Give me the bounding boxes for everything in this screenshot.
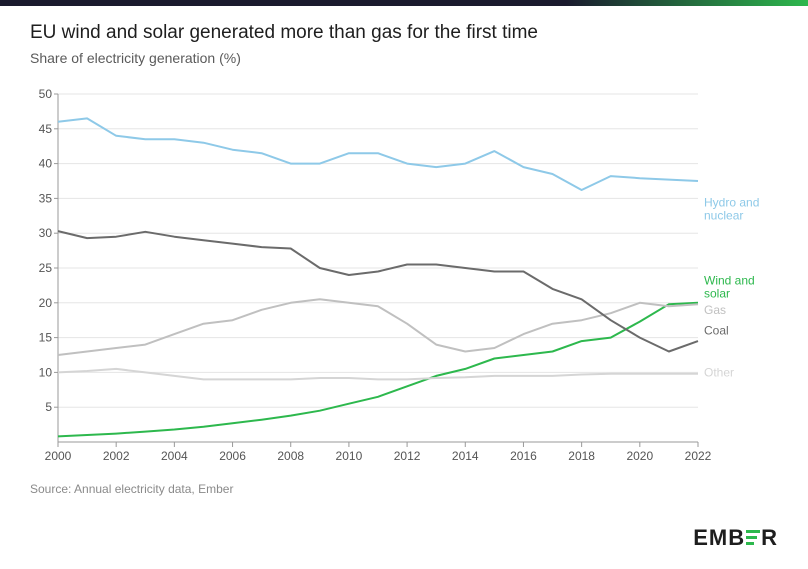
x-tick-label: 2012: [394, 449, 421, 463]
x-tick-label: 2008: [277, 449, 304, 463]
x-tick-label: 2000: [45, 449, 72, 463]
chart-subtitle: Share of electricity generation (%): [30, 50, 778, 66]
y-tick-label: 50: [39, 87, 53, 101]
series-other: [58, 369, 698, 380]
x-tick-label: 2010: [336, 449, 363, 463]
series-label-wind-and-solar: solar: [704, 286, 730, 300]
series-gas: [58, 299, 698, 355]
y-tick-label: 15: [39, 331, 53, 345]
series-label-other: Other: [704, 365, 734, 379]
series-label-hydro-and-nuclear: Hydro and: [704, 195, 759, 209]
top-accent-bar: [0, 0, 808, 6]
x-tick-label: 2016: [510, 449, 537, 463]
x-tick-label: 2006: [219, 449, 246, 463]
x-tick-label: 2020: [626, 449, 653, 463]
y-tick-label: 30: [39, 226, 53, 240]
series-label-hydro-and-nuclear: nuclear: [704, 208, 743, 222]
y-tick-label: 40: [39, 157, 53, 171]
y-tick-label: 5: [45, 400, 52, 414]
chart-container: EU wind and solar generated more than ga…: [0, 0, 808, 514]
logo-text-before: EMB: [693, 525, 745, 550]
y-tick-label: 45: [39, 122, 53, 136]
x-tick-label: 2004: [161, 449, 188, 463]
chart-title: EU wind and solar generated more than ga…: [30, 22, 778, 44]
y-tick-label: 10: [39, 365, 53, 379]
x-tick-label: 2022: [685, 449, 712, 463]
series-label-coal: Coal: [704, 324, 729, 338]
series-wind-and-solar: [58, 303, 698, 437]
series-label-wind-and-solar: Wind and: [704, 273, 755, 287]
source-citation: Source: Annual electricity data, Ember: [30, 482, 778, 496]
ember-logo: EMB R: [693, 525, 778, 551]
logo-bars-icon: [746, 527, 760, 545]
logo-text-after: R: [761, 525, 778, 550]
x-tick-label: 2014: [452, 449, 479, 463]
line-chart-svg: 5 10 15 20 25 30 35 40 45 50 2000 2002 2004 2006 2008 2…: [30, 84, 778, 464]
x-tick-label: 2018: [568, 449, 595, 463]
series-label-gas: Gas: [704, 303, 726, 317]
y-tick-label: 25: [39, 261, 53, 275]
y-tick-label: 20: [39, 296, 53, 310]
series-coal: [58, 231, 698, 351]
x-tick-label: 2002: [103, 449, 130, 463]
chart-area: 5 10 15 20 25 30 35 40 45 50 2000 2002 2004 2006 2008 2…: [30, 84, 778, 464]
y-tick-label: 35: [39, 191, 53, 205]
